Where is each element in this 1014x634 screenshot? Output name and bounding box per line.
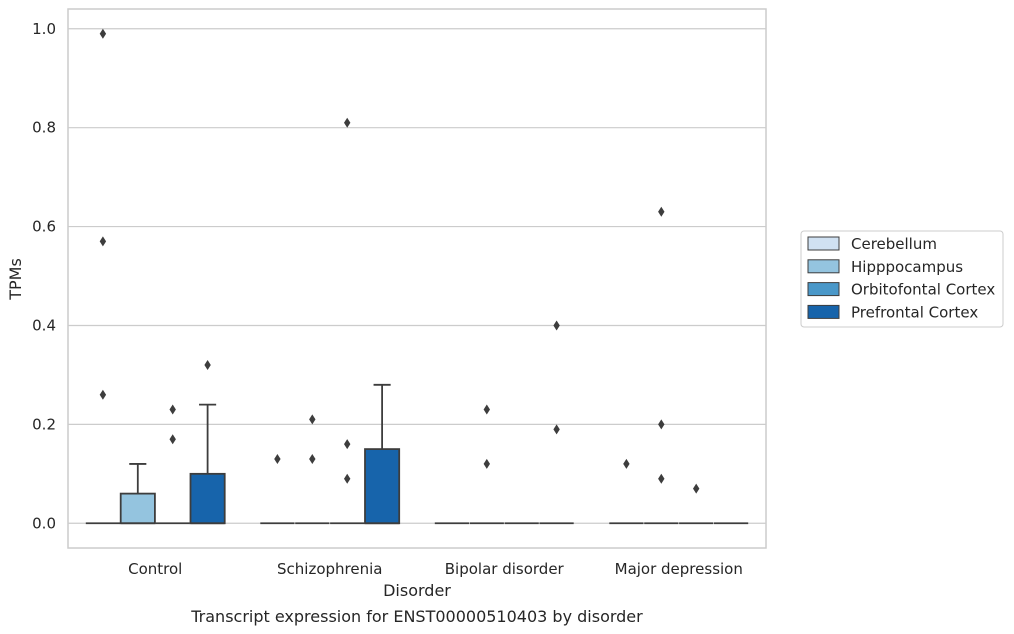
outlier-point — [169, 434, 176, 445]
y-tick-label: 0.2 — [32, 415, 56, 433]
outlier-point — [344, 117, 351, 128]
legend-label: Orbitofontal Cortex — [851, 281, 995, 299]
y-tick-label: 0.4 — [32, 316, 56, 334]
box-group — [364, 383, 401, 525]
x-tick-label: Schizophrenia — [277, 560, 382, 578]
grid-lines — [68, 28, 766, 524]
plot-frame — [67, 8, 767, 549]
outlier-point — [344, 439, 351, 450]
y-tick-labels: 0.0 0.2 0.4 0.6 0.8 1.0 — [32, 20, 56, 532]
outlier-point — [99, 236, 107, 247]
outliers — [99, 28, 700, 494]
outlier-point — [309, 414, 316, 425]
outlier-point — [483, 458, 490, 469]
x-tick-label: Bipolar disorder — [445, 560, 565, 578]
outlier-point — [553, 320, 560, 331]
outlier-point — [344, 473, 351, 484]
x-tick-labels: Control Schizophrenia Bipolar disorder Majo… — [128, 560, 743, 578]
legend-swatch — [807, 304, 840, 319]
x-axis-label: Disorder — [383, 581, 451, 600]
outlier-point — [274, 453, 281, 464]
outlier-point — [169, 404, 176, 415]
box-rect — [364, 448, 401, 525]
legend-frame — [800, 230, 1004, 328]
legend: Cerebellum Hipppocampus Orbitofontal Corte… — [800, 230, 1004, 328]
y-tick-label: 0.6 — [32, 218, 56, 236]
box-rect — [119, 492, 156, 525]
legend-swatch — [807, 259, 840, 274]
figure-caption: Transcript expression for ENST0000051040… — [190, 607, 643, 626]
legend-label: Cerebellum — [851, 235, 937, 253]
y-tick-label: 0.0 — [32, 514, 56, 532]
outlier-point — [658, 419, 665, 430]
box-group — [119, 463, 156, 525]
outlier-point — [309, 453, 316, 464]
outlier-point — [623, 458, 630, 469]
boxes — [85, 383, 749, 525]
y-tick-label: 0.8 — [32, 119, 56, 137]
outlier-point — [658, 206, 665, 217]
outlier-point — [99, 28, 107, 39]
x-tick-label: Control — [128, 560, 182, 578]
box-rect — [189, 472, 226, 525]
box-group — [189, 403, 226, 525]
outlier-point — [553, 424, 560, 435]
outlier-point — [693, 483, 700, 494]
legend-label: Prefrontal Cortex — [851, 303, 978, 321]
legend-label: Hipppocampus — [851, 258, 963, 276]
outlier-point — [204, 360, 211, 371]
y-tick-label: 1.0 — [32, 20, 56, 38]
outlier-point — [99, 389, 107, 400]
legend-swatch — [807, 282, 840, 297]
outlier-point — [658, 473, 665, 484]
x-tick-label: Major depression — [615, 560, 743, 578]
legend-swatch — [807, 236, 840, 251]
outlier-point — [483, 404, 490, 415]
y-axis-label: TPMs — [6, 258, 25, 301]
